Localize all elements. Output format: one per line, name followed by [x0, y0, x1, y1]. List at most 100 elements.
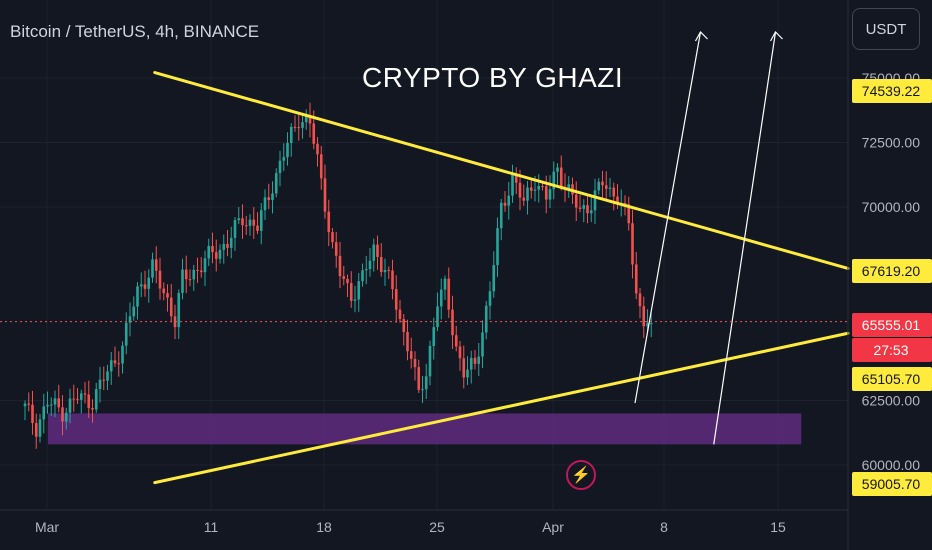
candle	[604, 185, 608, 189]
candle	[267, 197, 271, 200]
candle	[308, 115, 312, 124]
candle	[432, 327, 436, 347]
candle	[278, 160, 282, 174]
candle	[368, 260, 372, 270]
candle	[181, 269, 184, 293]
candle	[439, 289, 443, 307]
candle	[391, 270, 394, 290]
candle	[297, 127, 301, 129]
candle	[646, 323, 649, 327]
candle	[154, 259, 158, 271]
candle	[484, 305, 488, 333]
y-tick-label: 72500.00	[862, 135, 921, 151]
candle	[121, 345, 124, 364]
candle	[473, 357, 477, 364]
candle	[529, 187, 533, 191]
candle	[589, 210, 593, 214]
lightning-icon[interactable]: ⚡	[566, 460, 596, 490]
candle	[57, 398, 61, 408]
candle	[559, 167, 563, 187]
x-tick-label: 11	[204, 519, 219, 535]
x-tick-label: Mar	[35, 519, 59, 535]
candle	[34, 423, 38, 437]
candle	[42, 406, 46, 420]
candle	[346, 278, 349, 284]
candle	[481, 332, 484, 357]
support-zone	[48, 413, 802, 445]
candle	[293, 126, 297, 128]
candle	[151, 259, 154, 278]
projection-arrowhead	[694, 31, 708, 42]
candle	[507, 195, 511, 206]
candle	[353, 299, 357, 301]
candle	[94, 389, 98, 410]
candle	[582, 205, 586, 209]
price-label-box	[852, 472, 932, 496]
candle	[642, 306, 646, 327]
candle	[312, 123, 316, 144]
candle	[274, 173, 278, 194]
price-label: 65555.01	[862, 317, 921, 333]
price-label-box	[852, 338, 932, 362]
candle	[192, 269, 196, 280]
candle	[376, 244, 379, 257]
candle	[147, 277, 151, 289]
candle	[177, 292, 181, 328]
candle	[342, 276, 346, 279]
candle	[522, 197, 526, 201]
candle	[263, 197, 267, 211]
candle	[436, 306, 439, 328]
candle	[616, 196, 619, 204]
resistance-trendline	[153, 71, 850, 270]
candle	[233, 220, 237, 238]
x-tick-label: 25	[429, 519, 445, 535]
candle	[586, 205, 589, 214]
candle	[248, 219, 252, 226]
candle	[428, 346, 432, 377]
candle	[567, 184, 571, 189]
candle	[282, 157, 286, 161]
support-trendline	[153, 331, 850, 485]
candle	[409, 351, 413, 359]
candle	[518, 182, 522, 198]
candle	[169, 297, 173, 317]
candle	[548, 189, 552, 200]
candle	[83, 393, 87, 395]
symbol-title[interactable]: Bitcoin / TetherUS, 4h, BINANCE	[10, 22, 260, 41]
candle	[537, 186, 541, 190]
candle	[556, 167, 559, 172]
price-label: 65105.70	[862, 371, 921, 387]
candle	[23, 403, 27, 407]
candle	[323, 178, 327, 212]
candle	[421, 389, 424, 391]
candle	[627, 204, 631, 224]
candle	[199, 270, 203, 273]
price-label: 67619.20	[862, 263, 921, 279]
candle	[398, 309, 402, 319]
candle	[631, 223, 634, 265]
candle	[544, 186, 548, 200]
candle	[301, 122, 304, 128]
candle	[372, 244, 376, 261]
candle	[158, 270, 162, 289]
candle	[184, 269, 188, 280]
price-label: 27:53	[873, 342, 908, 358]
y-tick-label: 70000.00	[862, 199, 921, 215]
candle	[387, 269, 391, 271]
candle	[226, 243, 229, 248]
candle	[166, 293, 169, 298]
candle	[533, 189, 537, 191]
projection-arrowhead	[769, 31, 783, 42]
candle	[91, 408, 94, 410]
currency-button[interactable]: USDT	[852, 8, 920, 50]
candle	[466, 369, 469, 378]
candle	[364, 269, 368, 271]
candle	[443, 278, 447, 290]
candle	[477, 356, 481, 364]
candle	[379, 256, 383, 273]
candle	[304, 115, 308, 123]
candle	[128, 316, 132, 323]
y-tick-label: 62500.00	[862, 393, 921, 409]
candle	[237, 218, 241, 221]
